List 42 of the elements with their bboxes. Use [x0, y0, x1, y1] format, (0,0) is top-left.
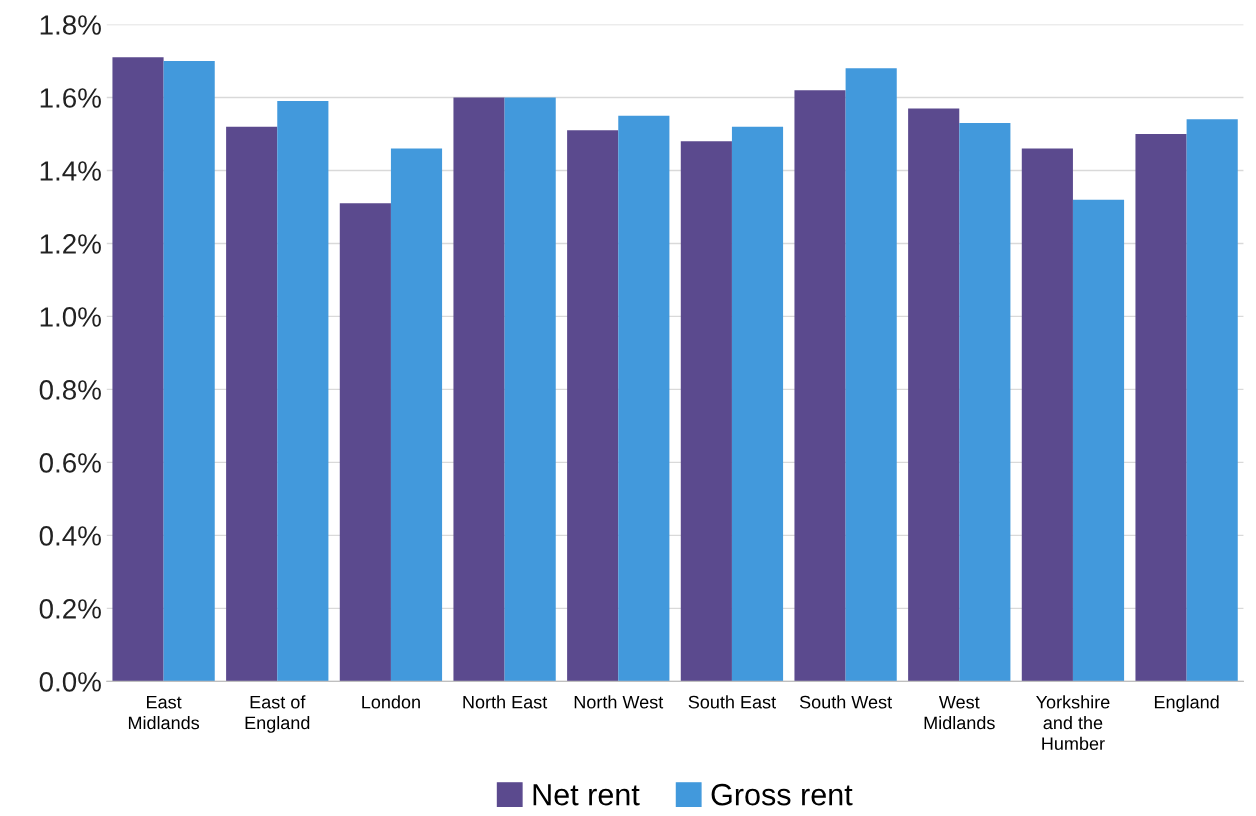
- legend-label: Gross rent: [711, 783, 853, 806]
- x-tick-label: South East: [688, 695, 776, 709]
- bar: [618, 115, 670, 682]
- y-tick-label: 1.8%: [40, 15, 101, 35]
- x-tick-label: London: [362, 695, 420, 709]
- x-tick-label: England: [1154, 695, 1219, 713]
- bar: [1186, 119, 1238, 682]
- x-tick-label: North West: [574, 695, 664, 709]
- y-tick-label: 0.6%: [39, 453, 101, 473]
- bar: [453, 97, 505, 682]
- bar: [390, 148, 443, 682]
- bar: [1135, 133, 1187, 682]
- y-tick-label: 1.2%: [40, 234, 101, 254]
- x-tick-label: West Midlands: [924, 695, 995, 730]
- bar: [908, 108, 960, 682]
- bar: [731, 126, 784, 682]
- y-tick-label: 0.2%: [39, 599, 101, 619]
- x-tick-label: North East: [463, 695, 548, 709]
- bar: [504, 97, 556, 682]
- x-tick-label: East Midlands: [128, 695, 200, 730]
- y-tick-label: 1.0%: [40, 307, 101, 327]
- y-tick-label: 1.6%: [40, 88, 101, 108]
- legend-label: Net rent: [533, 784, 640, 806]
- bar: [163, 60, 215, 682]
- x-tick-label: South West: [799, 695, 892, 709]
- x-tick-label: Yorkshire and the Humber: [1036, 695, 1110, 751]
- y-tick-label: 0.4%: [39, 526, 101, 546]
- bar: [112, 57, 164, 682]
- bar: [1021, 148, 1073, 682]
- bar: [959, 123, 1011, 682]
- bar: [277, 101, 329, 682]
- bar: [567, 130, 619, 682]
- bar: [845, 68, 897, 682]
- x-tick-label: East of England: [245, 695, 310, 733]
- y-tick-label: 0.0%: [39, 672, 101, 692]
- y-tick-label: 1.4%: [40, 161, 101, 181]
- bar: [339, 203, 391, 682]
- bar: [794, 90, 846, 682]
- bar: [680, 141, 732, 682]
- bar: [226, 126, 278, 682]
- bar: [1072, 199, 1125, 682]
- y-tick-label: 0.8%: [39, 380, 101, 400]
